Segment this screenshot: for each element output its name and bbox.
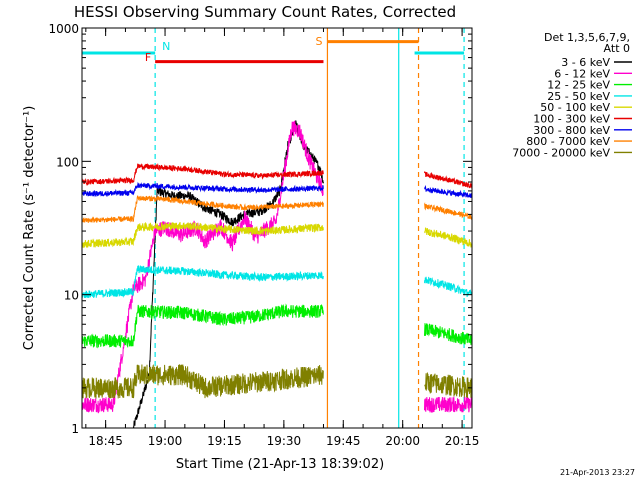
annotation-s: S — [315, 35, 322, 48]
series-line-3 — [82, 265, 472, 299]
y-axis-label: Corrected Count Rate (s⁻¹ detector⁻¹) — [22, 106, 37, 351]
series-line-5 — [82, 162, 472, 189]
data-layer — [82, 28, 472, 428]
x-tick-label-4: 19:45 — [326, 434, 361, 448]
annotation-n: N — [162, 40, 170, 53]
legend-label-8: 7000 - 20000 keV — [512, 146, 610, 159]
legend-header-line-2: Att 0 — [604, 42, 630, 55]
legend-label-2: 12 - 25 keV — [547, 79, 610, 92]
footer-timestamp: 21-Apr-2013 23:27 — [560, 468, 635, 477]
legend-label-1: 6 - 12 keV — [554, 67, 610, 80]
legend-header-line-1: Det 1,3,5,6,7,9, — [544, 31, 630, 44]
plot-frame — [81, 27, 473, 429]
series-line-4 — [82, 221, 472, 249]
x-tick-label-3: 19:30 — [267, 434, 302, 448]
legend-label-0: 3 - 6 keV — [561, 56, 610, 69]
series-line-6 — [82, 181, 472, 199]
y-tick-label-2: 100 — [56, 155, 79, 169]
series-line-2 — [82, 303, 472, 349]
chart-title: HESSI Observing Summary Count Rates, Cor… — [74, 3, 456, 21]
y-tick-label-3: 1000 — [48, 22, 79, 36]
annotation-f: F — [145, 51, 151, 64]
axis-layer: 18:45 19:00 19:15 19:30 19:45 20:00 20:15 1 10 10… — [48, 22, 479, 448]
series-line-7 — [82, 195, 472, 223]
x-tick-label-2: 19:15 — [207, 434, 242, 448]
x-tick-label-1: 19:00 — [148, 434, 183, 448]
legend-label-6: 300 - 800 keV — [533, 124, 610, 137]
x-tick-label-5: 20:00 — [385, 434, 420, 448]
x-tick-label-6: 20:15 — [445, 434, 480, 448]
legend-label-3: 25 - 50 keV — [547, 90, 610, 103]
legend-label-4: 50 - 100 keV — [540, 101, 610, 114]
x-tick-label-0: 18:45 — [88, 434, 123, 448]
legend-label-5: 100 - 300 keV — [533, 113, 610, 126]
x-axis-label: Start Time (21-Apr-13 18:39:02) — [176, 457, 384, 472]
y-tick-label-0: 1 — [71, 422, 79, 436]
series-line-8 — [82, 364, 472, 399]
legend-label-7: 800 - 7000 keV — [526, 135, 610, 148]
y-tick-label-1: 10 — [64, 289, 79, 303]
